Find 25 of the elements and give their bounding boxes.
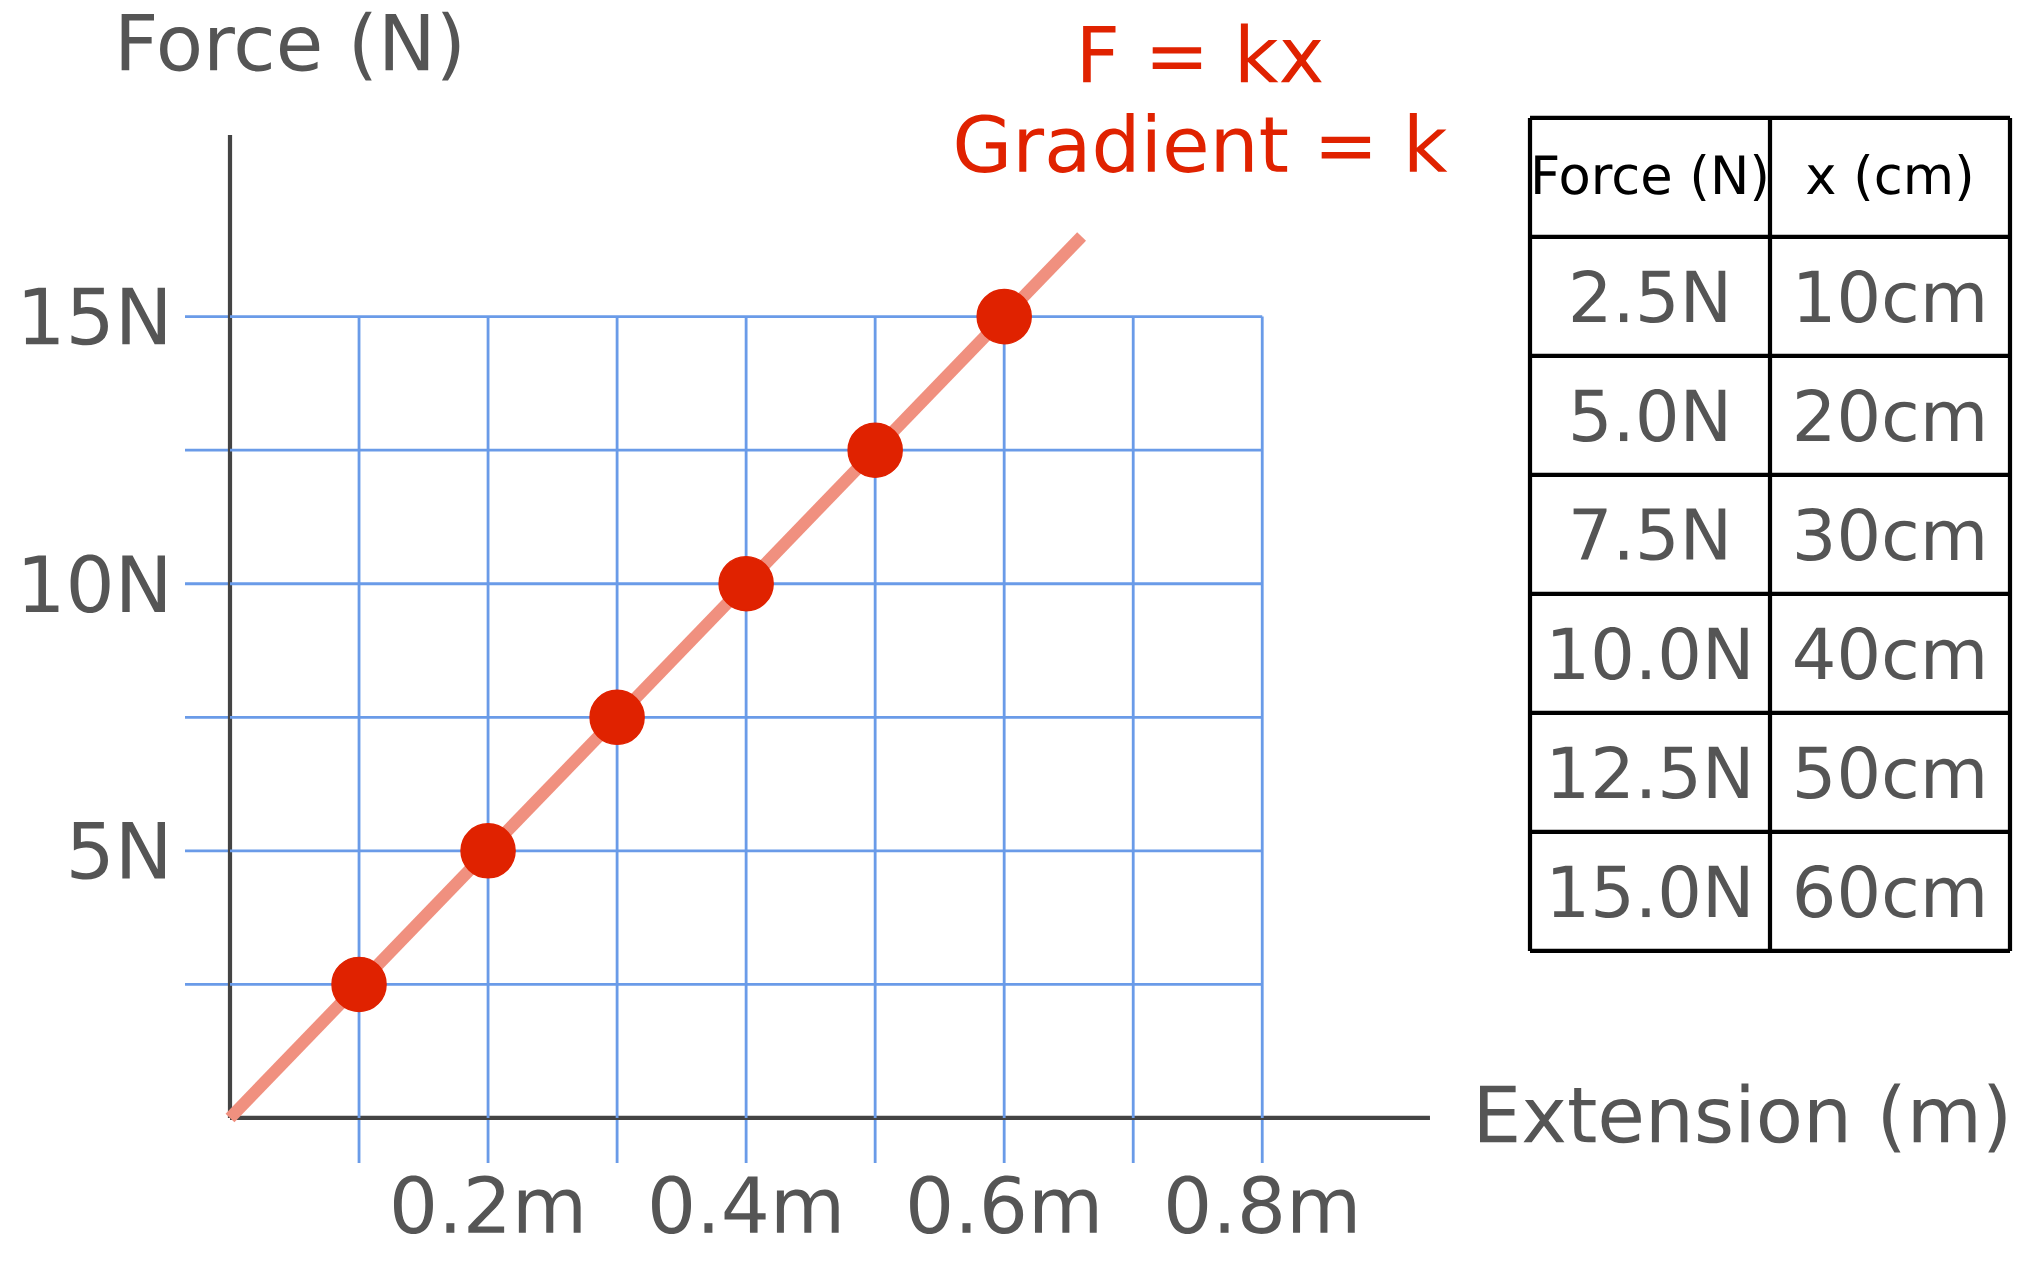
text: 50cm xyxy=(1797,745,1983,800)
text: 15.0N xyxy=(1553,864,1748,919)
text: 2.5N xyxy=(1572,269,1726,324)
text: 5.0N xyxy=(1573,388,1726,443)
text: 10.0N xyxy=(1553,626,1748,681)
text: 7.5N xyxy=(1573,508,1726,561)
text: 20cm xyxy=(1796,388,1983,443)
text: 30cm xyxy=(1797,507,1983,562)
y-axis-title: Force (N) xyxy=(121,11,460,81)
x-tick-label: 0.8m xyxy=(1168,1175,1355,1234)
x-tick-label: 0.6m xyxy=(910,1175,1097,1234)
x-tick-label: 0.4m xyxy=(652,1175,839,1234)
y-tick-label: 5N xyxy=(71,822,165,880)
text: Force (N) xyxy=(1535,154,1766,201)
x-tick-label: 0.2m xyxy=(393,1175,581,1234)
text: 60cm xyxy=(1796,864,1983,919)
text: 40cm xyxy=(1795,626,1983,681)
text: x (cm) xyxy=(1806,154,1971,201)
y-tick-label: 15N xyxy=(24,287,165,346)
y-tick-label: 10N xyxy=(24,554,165,613)
text: 10cm xyxy=(1799,269,1983,324)
text: 12.5N xyxy=(1553,745,1748,800)
annotation: Gradient = k xyxy=(956,113,1448,173)
text: F = kx xyxy=(1083,23,1322,83)
x-axis-title: Extension (m) xyxy=(1480,1083,2006,1153)
